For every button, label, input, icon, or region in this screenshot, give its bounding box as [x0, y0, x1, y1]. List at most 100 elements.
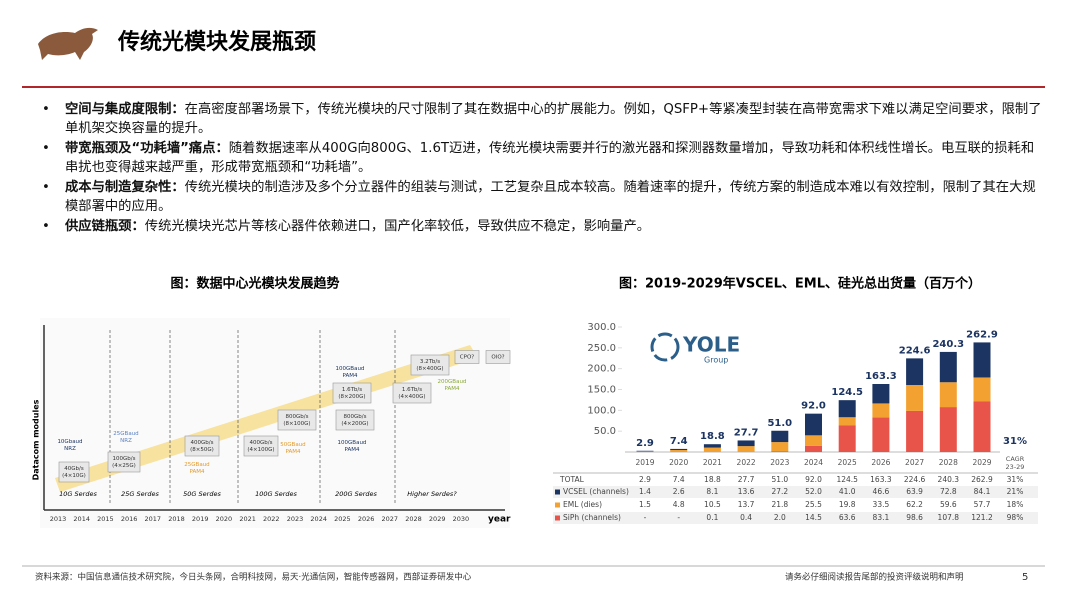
node-label: (8×50G) — [190, 447, 214, 453]
node-label: PAM4 — [343, 373, 358, 379]
bar-segment — [636, 450, 654, 452]
logo-mark — [650, 332, 680, 362]
bar-segment — [703, 444, 721, 448]
table-cell: 31% — [1007, 475, 1024, 484]
bullet: 供应链瓶颈：传统光模块光芯片等核心器件依赖进口，国产化率较低，导致供应不稳定，影… — [42, 217, 1042, 236]
bar-segment — [737, 446, 755, 452]
table-cell: 18% — [1007, 500, 1024, 509]
bullet: 成本与制造复杂性：传统光模块的制造涉及多个分立器件的组装与测试，工艺复杂且成本较… — [42, 178, 1042, 216]
bar-segment — [636, 451, 654, 452]
table-cell: 2.6 — [673, 487, 685, 496]
node-label: 1.6Tb/s — [342, 387, 362, 393]
table-cell: 27.7 — [738, 475, 755, 484]
legend-swatch — [555, 502, 560, 508]
node-label: 800Gb/s — [344, 414, 367, 420]
total-label: 240.3 — [932, 339, 964, 350]
table-cell: 7.4 — [673, 475, 685, 484]
bullet-text: 在高密度部署场景下，传统光模块的尺寸限制了其在数据中心的扩展能力。例如，QSFP… — [65, 102, 1042, 136]
bar-segment — [771, 430, 789, 443]
table-cell: 13.7 — [738, 500, 755, 509]
bullet-lead: 供应链瓶颈： — [65, 219, 145, 234]
node-box — [107, 451, 141, 473]
node-label: (4×10G) — [62, 473, 86, 479]
bar-segment — [771, 451, 789, 452]
node-box — [243, 435, 279, 457]
table-cell: 107.8 — [938, 513, 960, 522]
bar-segment — [670, 448, 688, 450]
table-cell: 18.8 — [704, 475, 721, 484]
x-tick-label: 2027 — [905, 458, 924, 467]
table-cell: 98% — [1007, 513, 1024, 522]
x-tick-label: 2019 — [635, 458, 654, 467]
node-label: 100GBaud — [336, 366, 365, 372]
year-label: 2023 — [287, 515, 304, 523]
node-label: 1.6Tb/s — [402, 387, 422, 393]
total-label: 7.4 — [670, 436, 688, 447]
bar-segment — [805, 413, 822, 436]
trend-band — [55, 345, 478, 492]
year-label: 2013 — [50, 515, 67, 523]
node-label: PAM4 — [190, 469, 205, 475]
axis-label: year — [488, 515, 511, 525]
logo — [38, 27, 98, 60]
table-cell: 1.4 — [639, 487, 651, 496]
year-label: 2015 — [97, 515, 114, 523]
table-cell: 21.8 — [771, 500, 788, 509]
bullet: 空间与集成度限制：在高密度部署场景下，传统光模块的尺寸限制了其在数据中心的扩展能… — [42, 100, 1042, 138]
year-label: 2030 — [453, 515, 470, 523]
serdes-label: 100G Serdes — [255, 490, 297, 498]
row-bg — [553, 512, 1038, 524]
serdes-label: Higher Serdes? — [407, 490, 457, 498]
bar-segment — [838, 417, 856, 426]
node-label: 50GBaud — [280, 442, 305, 448]
legend-swatch — [555, 489, 560, 495]
bar-segment — [703, 447, 721, 452]
node-label: 40Gb/s — [64, 466, 84, 472]
table-cell: 0.4 — [740, 513, 752, 522]
table-cell: 62.2 — [906, 500, 923, 509]
table-cell: 262.9 — [971, 475, 993, 484]
table-cell: 10.5 — [704, 500, 721, 509]
cagr-annotation: 31% — [1003, 436, 1027, 447]
table-cell: 224.6 — [904, 475, 926, 484]
node-box — [392, 382, 432, 404]
node-box — [277, 409, 317, 431]
node-label: (4×400G) — [398, 394, 425, 400]
year-label: 2019 — [192, 515, 209, 523]
bar-segment — [939, 382, 957, 408]
bullet-text: 传统光模块光芯片等核心器件依赖进口，国产化率较低，导致供应不稳定，影响量产。 — [144, 219, 651, 234]
bar-segment — [973, 377, 991, 402]
cagr-header: CAGR — [1006, 455, 1025, 463]
serdes-label: 200G Serdes — [335, 490, 377, 498]
bar-segment — [939, 407, 957, 452]
node-label: 800Gb/s — [286, 414, 309, 420]
bar-segment — [906, 410, 924, 452]
bullet-lead: 空间与集成度限制： — [65, 102, 185, 117]
node-label: (4×200G) — [341, 421, 368, 427]
table-cell: 27.2 — [771, 487, 788, 496]
node-box — [335, 409, 375, 431]
table-cell: 41.0 — [839, 487, 856, 496]
serdes-label: 10G Serdes — [59, 490, 97, 498]
bullet-text: 随着数据速率从400G向800G、1.6T迈进，传统光模块需要并行的激光器和探测… — [65, 141, 1035, 175]
bar-segment — [838, 400, 856, 418]
bar-segment — [872, 384, 890, 404]
table-cell: 19.8 — [839, 500, 856, 509]
x-tick-label: 2026 — [871, 458, 890, 467]
node-label: (8×400G) — [416, 366, 443, 372]
table-cell: 8.1 — [706, 487, 718, 496]
legend-label: EML (dies) — [563, 500, 602, 509]
node-label: (4×25G) — [112, 463, 136, 469]
total-label: 27.7 — [734, 427, 759, 438]
bar-segment — [838, 425, 856, 452]
table-cell: 13.6 — [738, 487, 755, 496]
logo-sub: Group — [704, 356, 728, 365]
table-cell: 72.8 — [940, 487, 957, 496]
bar-segment — [906, 358, 924, 385]
table-cell: 240.3 — [938, 475, 960, 484]
disclaimer: 请务必仔细阅读报告尾部的投资评级说明和声明 — [785, 572, 964, 583]
bar-segment — [906, 385, 924, 411]
total-label: 224.6 — [899, 345, 931, 356]
node-box — [184, 435, 220, 457]
table-cell: 124.5 — [836, 475, 858, 484]
